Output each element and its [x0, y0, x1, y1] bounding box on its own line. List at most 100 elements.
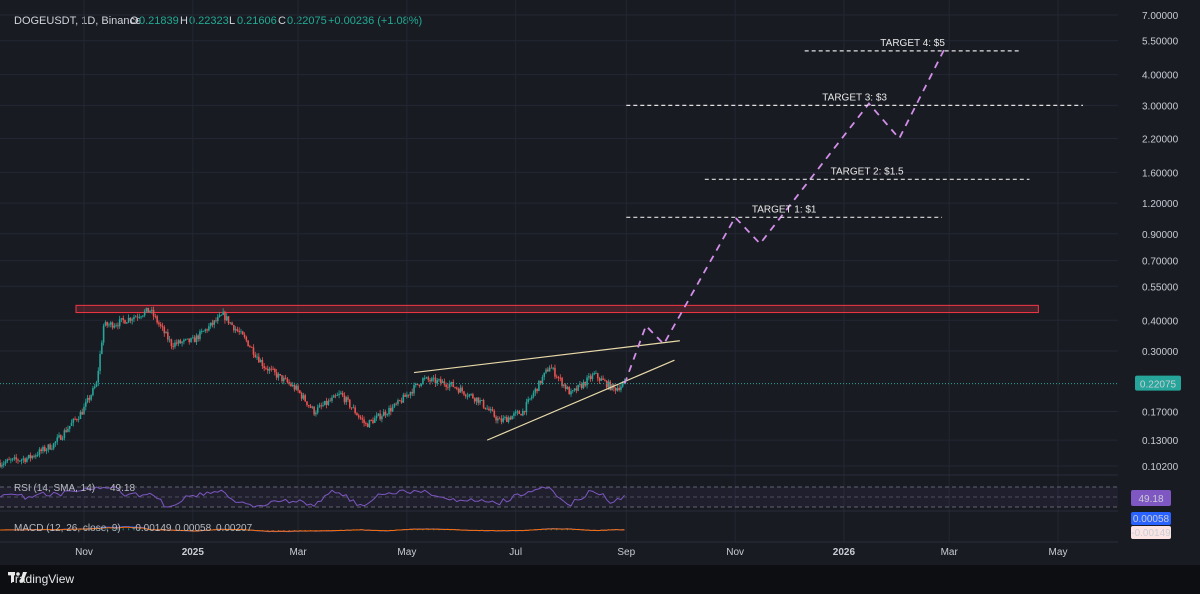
candle-body	[522, 410, 524, 416]
candle-body	[136, 316, 139, 318]
time-tick-label: Nov	[726, 547, 744, 558]
chart-panel[interactable]: DOGEUSDT, 1D, Binance O 0.21839 H 0.2232…	[0, 0, 1200, 565]
price-tick-label: 0.13000	[1142, 436, 1179, 447]
candle-body	[618, 387, 620, 390]
candle-body	[416, 383, 419, 385]
price-tick-label: 5.50000	[1142, 37, 1179, 48]
candle-body	[407, 394, 410, 396]
candle-body	[379, 413, 381, 420]
candle-body	[573, 388, 576, 391]
candle-body	[282, 377, 285, 382]
candle-body	[266, 368, 269, 371]
target-label: TARGET 4: $5	[880, 38, 945, 49]
candle-body	[388, 408, 390, 415]
candle-body	[595, 373, 597, 375]
candle-body	[357, 415, 360, 418]
candle-body	[236, 329, 239, 331]
rsi-pane[interactable]: RSI (14, SMA, 14) 49.18 49.18	[0, 483, 1171, 508]
candle-body	[227, 316, 230, 324]
candle-body	[252, 347, 255, 355]
candle-body	[1, 464, 3, 467]
candle-body	[150, 309, 153, 311]
candle-body	[190, 338, 192, 343]
candle-body	[350, 407, 353, 409]
symbol-label: DOGEUSDT, 1D, Binance	[14, 15, 141, 27]
candle-body	[265, 368, 267, 369]
candle-body	[555, 376, 558, 378]
tradingview-logo[interactable]: TradingView	[8, 572, 74, 586]
candle-body	[381, 416, 383, 420]
target-label: TARGET 2: $1.5	[831, 166, 904, 177]
candle-body	[338, 393, 340, 396]
candle-body	[372, 420, 374, 424]
candle-body	[102, 325, 105, 343]
high-value: 0.22323	[189, 15, 229, 27]
candle-body	[74, 418, 76, 420]
candle-body	[354, 407, 356, 414]
candle-body	[24, 458, 26, 462]
candle-body	[175, 342, 178, 344]
candle-body	[15, 457, 18, 460]
candle-body	[384, 411, 387, 416]
candle-body	[122, 318, 125, 321]
candle-body	[159, 324, 162, 326]
rsi-line	[0, 486, 625, 508]
macd-bar	[433, 529, 435, 531]
candle-body	[170, 339, 173, 347]
macd-bar	[122, 528, 124, 531]
candle-body	[81, 411, 84, 415]
price-chart[interactable]: DOGEUSDT, 1D, Binance O 0.21839 H 0.2232…	[0, 0, 1200, 565]
candle-body	[436, 380, 439, 384]
candle-body	[479, 400, 481, 403]
candle-body	[404, 394, 406, 397]
macd-bar	[127, 528, 130, 531]
price-axis[interactable]: 7.00000 5.50000 4.00000 3.00000 2.20000 1.600…	[1142, 11, 1179, 473]
candle-body	[261, 360, 264, 367]
candle-body	[233, 325, 235, 331]
candle-body	[224, 311, 226, 321]
candle-body	[513, 413, 515, 416]
macd-bar	[293, 530, 296, 531]
candle-body	[297, 385, 299, 391]
candle-body	[616, 387, 619, 391]
wedge-upper-line	[413, 340, 680, 374]
candle-body	[532, 392, 535, 397]
candle-body	[593, 373, 595, 375]
price-tick-label: 0.17000	[1142, 408, 1179, 419]
candle-body	[241, 331, 244, 335]
candle-body	[208, 326, 210, 331]
candle-body	[470, 394, 472, 396]
candle-body	[10, 459, 12, 461]
rsi-tag: 49.18	[1138, 494, 1163, 505]
candle-body	[525, 402, 528, 413]
candle-body	[18, 460, 21, 462]
candle-body	[161, 325, 164, 328]
candle-body	[8, 459, 10, 461]
candle-body	[566, 387, 569, 390]
macd-label: MACD (12, 26, close, 9)	[14, 523, 121, 534]
macd-pane[interactable]: MACD (12, 26, close, 9) -0.00149 0.00058…	[0, 512, 1171, 539]
candle-body	[84, 401, 87, 407]
macd-bar	[277, 530, 280, 532]
candle-body	[466, 396, 469, 397]
candle-body	[192, 337, 194, 339]
candle-body	[368, 420, 371, 428]
price-tick-label: 0.10200	[1142, 462, 1179, 473]
candle-body	[559, 377, 562, 379]
candle-body	[375, 415, 378, 419]
macd-bar	[416, 529, 419, 531]
candle-body	[124, 320, 126, 324]
candle-body	[263, 366, 265, 369]
candle-body	[322, 405, 324, 406]
candle-body	[256, 356, 258, 358]
time-axis[interactable]: Nov 2025 Mar May Jul Sep Nov 2026 Mar May	[75, 547, 1067, 558]
price-tick-label: 1.20000	[1142, 199, 1179, 210]
candle-body	[106, 322, 108, 326]
candle-body	[42, 446, 44, 452]
candle-body	[145, 307, 148, 312]
candle-body	[222, 311, 224, 315]
candle-body	[83, 406, 85, 415]
candle-body	[293, 384, 296, 390]
candle-body	[393, 403, 396, 407]
candle-body	[539, 380, 542, 384]
